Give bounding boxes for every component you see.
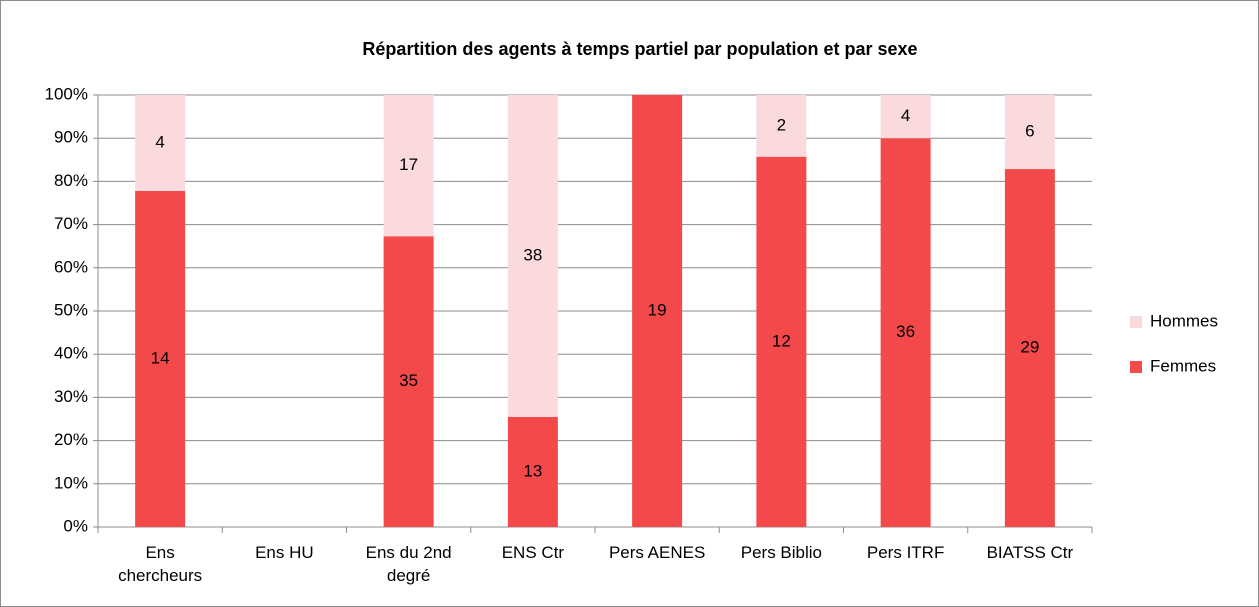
data-label: 4 [901, 106, 910, 125]
y-tick-label: 10% [54, 473, 88, 492]
bar-segment [632, 95, 683, 527]
data-label: 4 [155, 132, 164, 151]
bar-segment [383, 236, 434, 527]
x-tick-label: Ens HU [255, 543, 314, 562]
bar-segment [1004, 169, 1055, 528]
x-tick-label: ENS Ctr [501, 543, 565, 562]
x-tick-label: Ens chercheurs [118, 543, 203, 585]
legend-label: Femmes [1150, 356, 1216, 375]
y-tick-label: 20% [54, 430, 88, 449]
bar-segment [507, 95, 558, 417]
x-tick-label: Pers Biblio [740, 543, 822, 562]
bar-segment [1004, 95, 1055, 170]
data-label: 6 [1025, 122, 1034, 141]
x-tick-label: Pers AENES [608, 543, 706, 562]
data-label: 38 [523, 245, 542, 264]
data-label: 35 [399, 371, 418, 390]
data-label: 14 [151, 348, 170, 367]
x-tick-label: Pers ITRF [866, 543, 945, 562]
y-tick-label: 80% [54, 171, 88, 190]
bar-segment [880, 138, 931, 527]
y-tick-label: 60% [54, 257, 88, 276]
bar-segment [880, 95, 931, 139]
bar-segment [756, 156, 807, 527]
y-tick-label: 50% [54, 300, 88, 319]
y-tick-label: 0% [63, 516, 88, 535]
x-tick-label: Ens du 2nd degré [365, 543, 452, 585]
y-tick-label: 100% [45, 84, 88, 103]
data-label: 19 [648, 300, 667, 319]
legend-swatch [1130, 361, 1142, 373]
bar-segment [507, 416, 558, 527]
y-tick-label: 30% [54, 387, 88, 406]
data-label: 17 [399, 155, 418, 174]
legend-label: Hommes [1150, 311, 1218, 330]
data-label: 2 [777, 115, 786, 134]
bar-segment [756, 95, 807, 157]
y-tick-label: 70% [54, 214, 88, 233]
data-label: 29 [1020, 338, 1039, 357]
y-tick-label: 40% [54, 344, 88, 363]
data-label: 36 [896, 322, 915, 341]
data-label: 12 [772, 331, 791, 350]
legend-swatch [1130, 316, 1142, 328]
bar-segment [135, 191, 186, 527]
x-tick-label: BIATSS Ctr [986, 543, 1074, 562]
data-label: 13 [523, 461, 542, 480]
bar-segment [135, 95, 186, 191]
y-tick-label: 90% [54, 128, 88, 147]
chart-title: Répartition des agents à temps partiel p… [362, 39, 917, 59]
bar-segment [383, 95, 434, 237]
